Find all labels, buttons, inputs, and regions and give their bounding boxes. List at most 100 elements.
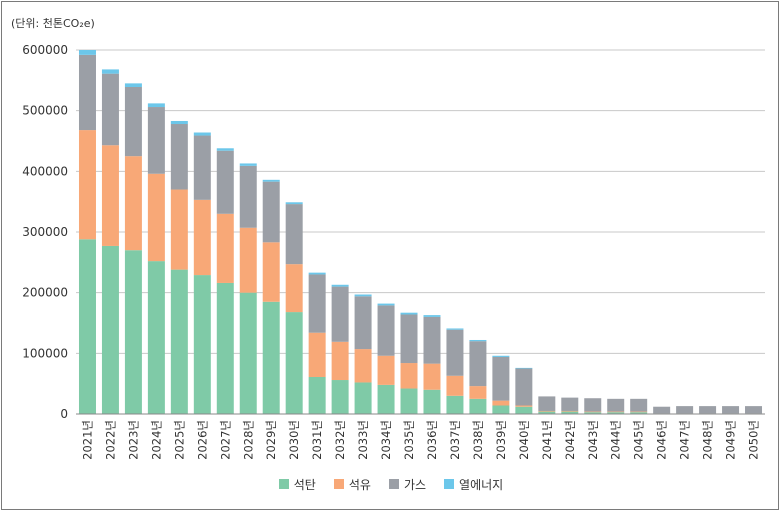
x-tick-label: 2022년 bbox=[103, 420, 117, 460]
x-tick-label: 2023년 bbox=[126, 420, 140, 460]
bar-segment-coal bbox=[216, 282, 234, 414]
bar-segment-heat bbox=[492, 355, 510, 357]
unit-label: (단위: 천톤CO₂e) bbox=[11, 17, 95, 30]
x-tick-label: 2026년 bbox=[195, 420, 209, 460]
bar-segment-heat bbox=[101, 69, 119, 74]
legend-label: 석유 bbox=[348, 477, 371, 492]
bar-segment-oil bbox=[400, 363, 418, 389]
legend-item-gas: 가스 bbox=[388, 476, 427, 493]
bar-segment-coal bbox=[630, 412, 648, 414]
bar-segment-heat bbox=[354, 294, 372, 297]
bar-segment-gas bbox=[722, 406, 740, 414]
bar-segment-oil bbox=[561, 410, 579, 412]
x-tick-label: 2036년 bbox=[425, 420, 439, 460]
legend-swatch bbox=[278, 479, 289, 489]
bar-segment-heat bbox=[308, 272, 326, 275]
bar-segment-heat bbox=[239, 163, 257, 166]
bar-segment-gas bbox=[492, 356, 510, 401]
bar-segment-coal bbox=[170, 269, 188, 414]
bar-segment-gas bbox=[653, 406, 671, 414]
bar-segment-coal bbox=[331, 380, 349, 414]
bar-segment-coal bbox=[423, 389, 441, 414]
bar-segment-heat bbox=[377, 303, 395, 306]
x-tick-label: 2038년 bbox=[471, 420, 485, 460]
bar-segment-gas bbox=[745, 406, 763, 414]
y-tick-label: 500000 bbox=[22, 104, 68, 118]
bar-segment-gas bbox=[446, 329, 464, 376]
bar-segment-oil bbox=[446, 375, 464, 396]
x-tick-label: 2031년 bbox=[310, 420, 324, 460]
bar-segment-oil bbox=[584, 411, 602, 413]
bar-segment-gas bbox=[78, 54, 96, 131]
bar-segment-gas bbox=[101, 73, 119, 146]
bar-segment-oil bbox=[515, 405, 533, 407]
bar-segment-oil bbox=[147, 173, 165, 262]
x-tick-label: 2034년 bbox=[379, 420, 393, 460]
y-tick-label: 600000 bbox=[22, 43, 68, 57]
x-tick-label: 2021년 bbox=[80, 420, 94, 460]
bar-segment-heat bbox=[170, 120, 188, 125]
legend-swatch bbox=[333, 479, 344, 489]
bar-segment-oil bbox=[216, 213, 234, 283]
bar-segment-coal bbox=[308, 376, 326, 414]
bar-segment-coal bbox=[515, 406, 533, 414]
bar-segment-oil bbox=[101, 145, 119, 246]
x-tick-label: 2028년 bbox=[241, 420, 255, 460]
x-tick-label: 2047년 bbox=[678, 420, 692, 460]
bar-segment-gas bbox=[285, 204, 303, 265]
legend: 석탄 석유 가스 열에너지 bbox=[0, 474, 782, 494]
bar-segment-coal bbox=[262, 301, 280, 414]
bar-segment-coal bbox=[584, 412, 602, 414]
legend-item-oil: 석유 bbox=[333, 476, 371, 493]
bar-segment-heat bbox=[78, 50, 96, 55]
bar-segment-oil bbox=[469, 386, 487, 399]
x-tick-label: 2024년 bbox=[149, 420, 163, 460]
x-tick-label: 2033년 bbox=[356, 420, 370, 460]
x-tick-label: 2049년 bbox=[724, 420, 738, 460]
bar-segment-oil bbox=[630, 411, 648, 413]
bar-segment-gas bbox=[308, 274, 326, 333]
x-tick-label: 2029년 bbox=[264, 420, 278, 460]
grid-lines bbox=[76, 49, 765, 354]
x-tick-label: 2042년 bbox=[563, 420, 577, 460]
bar-segment-heat bbox=[147, 103, 165, 108]
bar-segment-coal bbox=[400, 388, 418, 414]
y-tick-label: 300000 bbox=[22, 225, 68, 239]
bar-segment-coal bbox=[538, 411, 556, 414]
bar-segment-oil bbox=[262, 242, 280, 302]
bar-segment-gas bbox=[354, 296, 372, 350]
bar-segment-oil bbox=[492, 400, 510, 406]
bar-segment-oil bbox=[285, 264, 303, 313]
bar-segment-coal bbox=[124, 250, 142, 414]
bar-segment-gas bbox=[607, 398, 625, 412]
bar-segment-heat bbox=[285, 202, 303, 205]
bar-segment-gas bbox=[538, 396, 556, 411]
bar-segment-gas bbox=[561, 397, 579, 411]
legend-label: 열에너지 bbox=[459, 477, 504, 492]
y-tick-label: 0 bbox=[60, 407, 68, 421]
legend-label: 가스 bbox=[403, 477, 427, 492]
bar-segment-heat bbox=[423, 315, 441, 317]
legend-item-heat: 열에너지 bbox=[444, 476, 503, 493]
x-tick-label: 2040년 bbox=[517, 420, 531, 460]
bar-segment-gas bbox=[216, 150, 234, 214]
bar-segment-coal bbox=[561, 411, 579, 414]
x-tick-label: 2027년 bbox=[218, 420, 232, 460]
legend-label: 석탄 bbox=[293, 477, 316, 492]
y-tick-label: 100000 bbox=[22, 346, 68, 360]
bar-segment-gas bbox=[584, 398, 602, 412]
x-tick-label: 2025년 bbox=[172, 420, 186, 460]
bar-segment-oil bbox=[354, 349, 372, 383]
x-tick-label: 2030년 bbox=[287, 420, 301, 460]
bar-segment-gas bbox=[469, 341, 487, 387]
x-tick-label: 2045년 bbox=[632, 420, 646, 460]
x-tick-label: 2043년 bbox=[586, 420, 600, 460]
bar-segment-coal bbox=[377, 384, 395, 414]
bar-segment-coal bbox=[285, 312, 303, 414]
x-tick-label: 2041년 bbox=[540, 420, 554, 460]
bar-segment-oil bbox=[538, 410, 556, 412]
bar-segment-coal bbox=[101, 245, 119, 414]
x-tick-label: 2046년 bbox=[655, 420, 669, 460]
bar-segment-gas bbox=[423, 316, 441, 364]
